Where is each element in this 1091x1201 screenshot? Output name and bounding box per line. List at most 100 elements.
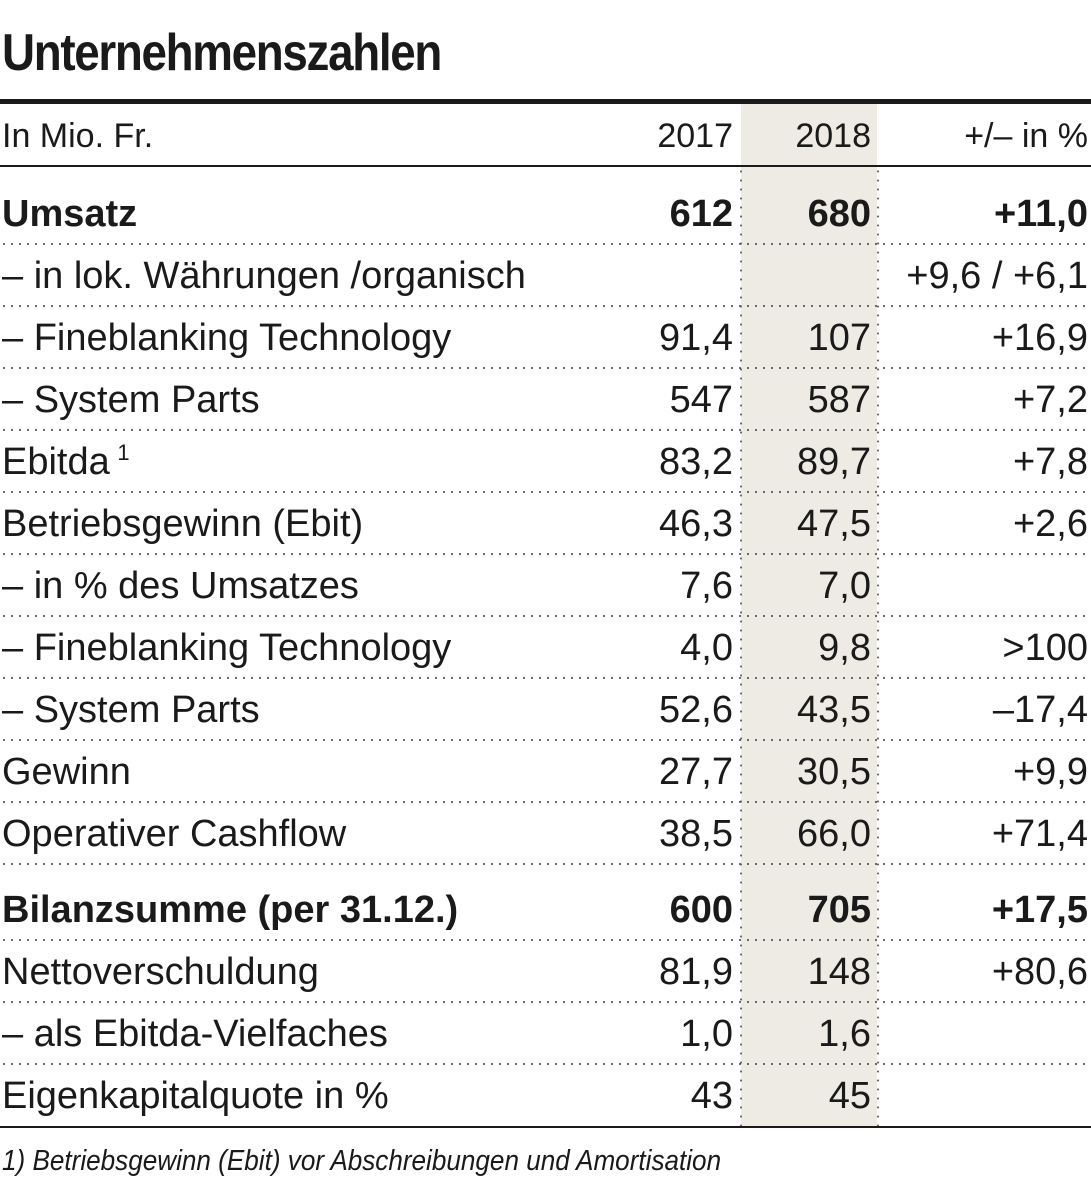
row-label-text: Ebitda [2,441,110,483]
value-change-pct: +7,2 [1012,379,1088,421]
footnote: 1) Betriebsgewinn (Ebit) vor Abschreibun… [2,1145,722,1177]
value-2018: 705 [807,889,871,931]
value-2018: 7,0 [818,565,871,607]
value-2018: 43,5 [797,689,871,731]
value-2017: 547 [669,379,733,421]
value-2017: 81,9 [659,951,733,993]
value-2018: 148 [807,951,871,993]
table-row: Bilanzsumme (per 31.12.) 600 705 +17,5 [0,880,1091,942]
row-label-text: Gewinn [2,751,131,793]
row-label-text: – als Ebitda-Vielfaches [2,1013,388,1055]
header-unit-label: In Mio. Fr. [2,117,154,155]
table-row: – in % des Umsatzes 7,6 7,0 [0,556,1091,618]
table-row: Umsatz 612 680 +11,0 [0,184,1091,246]
row-label: – System Parts [2,680,260,740]
row-label: Umsatz [2,184,137,244]
row-label: Betriebsgewinn (Ebit) [2,494,363,554]
table-row: Betriebsgewinn (Ebit) 46,3 47,5 +2,6 [0,494,1091,556]
value-2017: 4,0 [680,627,733,669]
value-change-pct: +7,8 [1012,441,1088,483]
row-label-text: – Fineblanking Technology [2,627,452,669]
table-row: – Fineblanking Technology 91,4 107 +16,9 [0,308,1091,370]
row-label: Ebitda 1 [2,432,130,492]
value-2017: 612 [669,193,733,235]
table-row: – als Ebitda-Vielfaches 1,0 1,6 [0,1004,1091,1066]
row-label: – als Ebitda-Vielfaches [2,1004,388,1064]
row-label-text: Nettoverschuldung [2,951,319,993]
value-2018: 45 [828,1075,871,1117]
row-separator [0,677,1091,679]
value-2018: 587 [807,379,871,421]
row-label-text: Bilanzsumme (per 31.12.) [2,889,459,931]
header-rule [0,165,1091,167]
title-rule [0,99,1091,104]
table-row: Eigenkapitalquote in % 43 45 [0,1066,1091,1128]
value-2018: 89,7 [797,441,871,483]
value-2017: 83,2 [659,441,733,483]
column-separator [740,167,742,1126]
row-label-text: Eigenkapitalquote in % [2,1075,389,1117]
row-label-text: – in % des Umsatzes [2,565,359,607]
page-title: Unternehmenszahlen [2,24,442,82]
value-change-pct: +16,9 [991,317,1088,359]
value-2018: 30,5 [797,751,871,793]
column-separator [877,167,879,1126]
table-row: Gewinn 27,7 30,5 +9,9 [0,742,1091,804]
value-change-pct: +80,6 [991,951,1088,993]
value-2018: 1,6 [818,1013,871,1055]
row-label-text: – Fineblanking Technology [2,317,452,359]
value-2018: 9,8 [818,627,871,669]
value-change-pct: +11,0 [993,193,1088,235]
value-2018: 47,5 [797,503,871,545]
row-label: Nettoverschuldung [2,942,319,1002]
row-separator [0,243,1091,245]
value-2017: 52,6 [659,689,733,731]
value-2017: 38,5 [659,813,733,855]
row-separator [0,491,1091,493]
row-separator [0,305,1091,307]
value-2017: 1,0 [680,1013,733,1055]
table-header: In Mio. Fr. 2017 2018 +/– in % [0,106,1091,166]
value-2018: 66,0 [797,813,871,855]
value-2017: 46,3 [659,503,733,545]
header-change-pct: +/– in % [964,117,1088,155]
row-label: – Fineblanking Technology [2,618,451,678]
row-label: – in lok. Währungen /organisch [2,246,526,306]
value-2018: 107 [807,317,871,359]
row-label-text: – System Parts [2,689,260,731]
value-change-pct: +9,9 [1012,751,1088,793]
value-change-pct: +9,6 / +6,1 [906,255,1088,297]
value-change-pct: +71,4 [991,813,1088,855]
row-separator [0,739,1091,741]
value-2017: 91,4 [659,317,733,359]
table-row: – System Parts 547 587 +7,2 [0,370,1091,432]
table-row: Ebitda 1 83,2 89,7 +7,8 [0,432,1091,494]
table-row: – in lok. Währungen /organisch +9,6 / +6,… [0,246,1091,308]
row-label-text: Betriebsgewinn (Ebit) [2,503,364,545]
value-change-pct: +17,5 [991,889,1088,931]
value-change-pct: –17,4 [992,689,1088,731]
row-label: Gewinn [2,742,131,802]
table-bottom-rule [0,1126,1091,1128]
header-2017: 2017 [657,117,733,155]
row-separator [0,939,1091,941]
row-separator [0,429,1091,431]
table-row: Nettoverschuldung 81,9 148 +80,6 [0,942,1091,1004]
value-2018: 680 [807,193,871,235]
table-row: – Fineblanking Technology 4,0 9,8 >100 [0,618,1091,680]
row-label: – in % des Umsatzes [2,556,359,616]
header-2018: 2018 [795,117,871,155]
value-change-pct: >100 [1002,627,1088,669]
row-separator [0,801,1091,803]
row-separator [0,1063,1091,1065]
row-separator [0,615,1091,617]
value-2017: 600 [669,889,733,931]
row-label: Eigenkapitalquote in % [2,1066,389,1126]
row-label-text: Operativer Cashflow [2,813,347,855]
row-label-text: – System Parts [2,379,260,421]
table-row: Operativer Cashflow 38,5 66,0 +71,4 [0,804,1091,866]
row-label: – Fineblanking Technology [2,308,451,368]
row-label: – System Parts [2,370,260,430]
row-separator [0,367,1091,369]
row-label-text: – in lok. Währungen /organisch [2,255,526,297]
